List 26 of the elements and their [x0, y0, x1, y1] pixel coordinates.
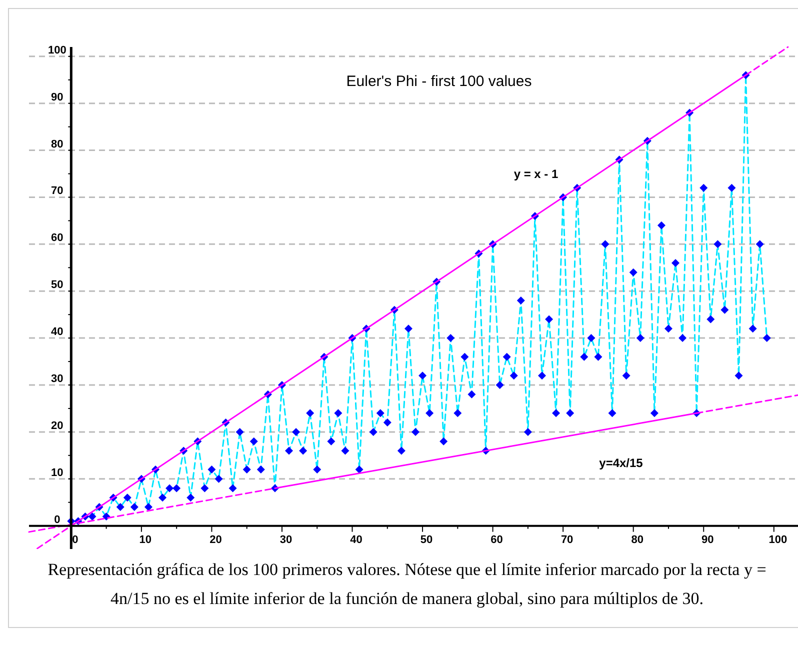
y-tick-label: 40: [51, 326, 64, 338]
x-tick-label: 50: [420, 534, 433, 546]
y-tick-label: 60: [51, 232, 64, 244]
x-tick-label: 100: [768, 534, 788, 546]
y-tick-label: 20: [51, 420, 64, 432]
y-tick-label: 80: [51, 138, 64, 150]
y-tick-label: 10: [51, 466, 64, 479]
x-tick-label: 70: [560, 534, 574, 546]
y-tick-label: 30: [51, 373, 64, 385]
y-tick-label: 100: [48, 44, 66, 56]
annotation: y = x - 1: [514, 167, 558, 181]
x-tick-label: 30: [280, 534, 292, 546]
y-tick-label: 0: [54, 514, 60, 526]
text: Representación gráfica de los 100 primeros valores. Nótese que el límite inferior marcado por la recta y = 4n/15 no es el límite inferior de la función de manera global, sino para múltiplos de 30.: [46, 559, 768, 610]
text: Euler's Phi - first 100 values: [346, 73, 532, 90]
x-tick-label: 20: [210, 534, 222, 546]
x-tick-label: 90: [701, 534, 714, 546]
x-tick-label: 10: [139, 534, 152, 546]
y-tick-label: 70: [51, 185, 64, 198]
x-tick-label: 60: [490, 534, 503, 546]
annotation: y=4x/15: [599, 456, 644, 470]
x-tick-label: 40: [350, 534, 362, 546]
x-tick-label: 0: [72, 534, 78, 546]
y-tick-label: 50: [51, 279, 64, 292]
y-tick-label: 90: [51, 91, 64, 104]
x-tick-label: 80: [631, 534, 644, 546]
